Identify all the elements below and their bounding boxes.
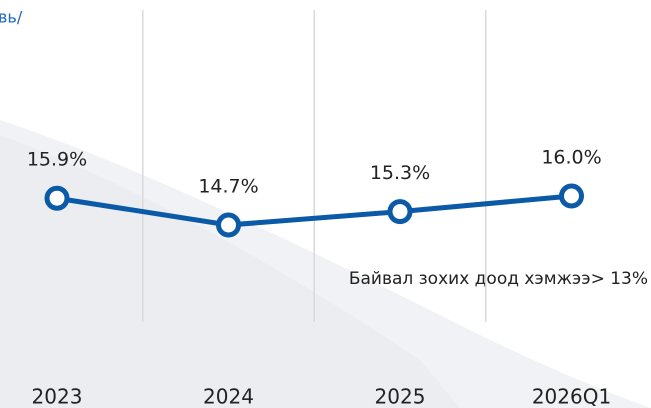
x-tick-label: 2024 bbox=[203, 385, 254, 408]
data-point bbox=[216, 212, 241, 238]
data-label: 16.0% bbox=[541, 147, 601, 169]
data-label: 14.7% bbox=[198, 176, 258, 198]
annotation: Байвал зохих доод хэмжээ> 13% bbox=[349, 269, 648, 289]
data-label: 15.9% bbox=[27, 149, 87, 171]
x-tick-label: 2025 bbox=[375, 385, 426, 408]
data-line bbox=[56, 193, 572, 228]
data-point bbox=[559, 183, 584, 209]
x-tick-label: 2026Q1 bbox=[532, 385, 611, 408]
x-tick-label: 2023 bbox=[32, 385, 83, 408]
data-point bbox=[44, 185, 70, 211]
data-point bbox=[387, 199, 413, 225]
chart-title: вь/ bbox=[0, 8, 23, 27]
data-label: 15.3% bbox=[370, 162, 430, 184]
background-wave bbox=[0, 135, 460, 408]
